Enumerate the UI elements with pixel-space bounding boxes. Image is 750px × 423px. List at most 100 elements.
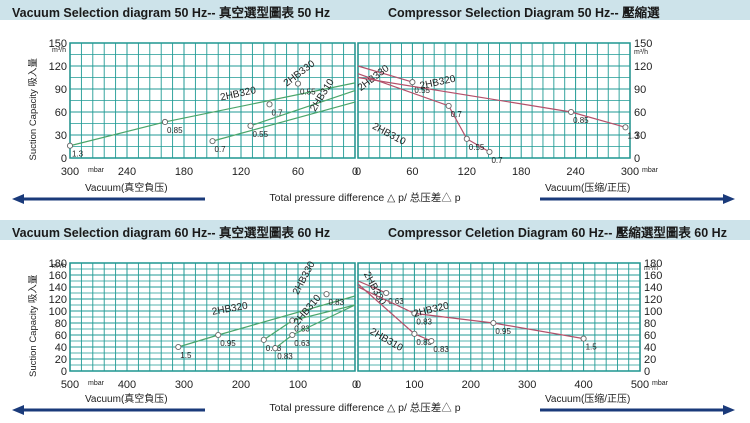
x-tick-label-left: 300: [61, 166, 79, 178]
data-point-label: 0.63: [294, 339, 310, 348]
y-tick-label-right: 80: [644, 318, 656, 330]
data-point-marker: [490, 319, 497, 327]
data-point-marker: [411, 310, 418, 317]
x-tick-label-left: 200: [232, 379, 250, 391]
vacuum-arrow-head: [12, 405, 24, 415]
vacuum-60hz-title: Vacuum Selection diagram 60 Hz-- 真空選型圖表 …: [12, 226, 331, 240]
data-point-marker: [445, 102, 452, 109]
x-tick-label-left: 100: [289, 379, 307, 391]
x-tick-label-left: 300: [175, 379, 193, 391]
y-tick-label-right: 140: [644, 282, 662, 294]
data-point-label: 0.83: [294, 325, 310, 334]
x-axis-label: Total pressure difference △ p/ 总压差△ p: [269, 191, 460, 204]
data-point-marker: [486, 148, 493, 155]
data-point-marker: [580, 335, 587, 342]
y-tick-label-left: 40: [55, 342, 67, 354]
x-unit-right: mbar: [652, 380, 669, 387]
y-tick-label-right: 120: [634, 61, 652, 73]
data-point-marker: [215, 331, 222, 339]
y-unit-right: m³/h: [644, 265, 658, 272]
y-tick-label-left: 100: [49, 306, 67, 318]
data-point-label: 0.85: [573, 116, 589, 125]
data-point-label: 1.3: [627, 131, 639, 140]
data-point-marker: [272, 345, 279, 352]
vacuum-50hz-title: Vacuum Selection diagram 50 Hz-- 真空選型圖表 …: [12, 6, 331, 20]
data-point-label: 0.83: [416, 317, 432, 326]
data-point-marker: [289, 317, 296, 324]
y-tick-label-right: 90: [634, 84, 646, 96]
x-tick-label-right: 240: [566, 166, 584, 178]
data-point-label: 0.7: [451, 110, 463, 119]
x-tick-label-right: 300: [518, 379, 536, 391]
data-point-marker: [260, 336, 267, 343]
x-unit-right: mbar: [642, 167, 659, 174]
y-tick-label-right: 0: [644, 366, 650, 378]
curve-2hb310: [212, 101, 356, 142]
series-label-2hb330: 2HB330: [361, 270, 388, 307]
y-tick-label-right: 100: [644, 306, 662, 318]
y-tick-label-left: 20: [55, 354, 67, 366]
x-tick-label-right: 0: [355, 379, 361, 391]
y-axis-label: Suction Capacity 吸入量: [28, 58, 39, 161]
y-tick-label-right: 20: [644, 354, 656, 366]
y-axis-label: Suction Capacity 吸入量: [28, 274, 39, 377]
data-point-label: 0.55: [253, 130, 269, 139]
y-tick-label-left: 0: [61, 366, 67, 378]
x-tick-label-right: 60: [406, 166, 418, 178]
y-tick-label-right: 160: [644, 270, 662, 282]
curve-2hb330: [357, 65, 413, 83]
y-unit-left: m³/h: [52, 263, 66, 270]
data-point-label: 0.83: [433, 345, 449, 354]
compressor-50hz-title: Compressor Selection Diagram 50 Hz-- 壓縮選: [388, 6, 660, 20]
curve-2hb320: [250, 89, 356, 127]
y-tick-label-left: 150: [49, 38, 67, 50]
x-tick-label-right: 100: [405, 379, 423, 391]
series-label-2hb310: 2HB310: [368, 326, 405, 354]
x-tick-label-right: 300: [621, 166, 639, 178]
x-tick-label-left: 120: [232, 166, 250, 178]
curve-2hb310: [357, 73, 490, 153]
curve-2hb320: [357, 286, 584, 340]
x-tick-label-right: 0: [355, 166, 361, 178]
data-point-label: 0.7: [215, 145, 227, 154]
series-label-2hb320: 2HB320: [211, 301, 249, 318]
compressor-arrow-head: [723, 405, 735, 415]
data-point-label: 0.83: [329, 298, 345, 307]
data-point-marker: [383, 289, 390, 297]
data-point-label: 1.5: [180, 351, 192, 360]
x-tick-label-left: 0: [352, 166, 358, 178]
data-point-label: 0.63: [388, 297, 404, 306]
y-tick-label-left: 60: [55, 107, 67, 119]
y-tick-label-right: 120: [644, 294, 662, 306]
x-tick-label-right: 500: [631, 379, 649, 391]
data-point-label: 0.85: [167, 126, 183, 135]
data-point-marker: [161, 118, 169, 126]
y-tick-label-left: 120: [49, 294, 67, 306]
y-tick-label-right: 30: [634, 130, 646, 142]
data-point-label: 0.95: [220, 339, 236, 348]
compressor-60hz-title: Compressor Celetion Diagram 60 Hz-- 壓縮選型…: [388, 226, 727, 240]
data-point-label: 0.7: [272, 108, 284, 117]
x-unit-left: mbar: [88, 380, 105, 387]
y-unit-left: m³/h: [52, 47, 66, 54]
y-tick-label-right: 40: [644, 342, 656, 354]
y-tick-label-left: 120: [49, 61, 67, 73]
x-tick-label-right: 180: [512, 166, 530, 178]
banner-60hz: Vacuum Selection diagram 60 Hz-- 真空選型圖表 …: [0, 220, 750, 240]
data-point-label: 0.55: [469, 143, 485, 152]
x-tick-label-left: 400: [118, 379, 136, 391]
data-point-marker: [294, 80, 302, 87]
data-point-label: 0.83: [416, 338, 432, 347]
series-label-2hb310: 2HB310: [370, 121, 407, 148]
data-point-label: 0.7: [491, 156, 503, 165]
data-point-marker: [409, 79, 416, 86]
y-tick-label-right: 150: [634, 38, 652, 50]
data-point-marker: [266, 101, 273, 108]
banner-50hz: Vacuum Selection diagram 50 Hz-- 真空選型圖表 …: [0, 0, 750, 20]
data-point-marker: [247, 122, 254, 129]
y-tick-label-left: 90: [55, 84, 67, 96]
y-tick-label-right: 60: [634, 107, 646, 119]
x-tick-label-right: 120: [458, 166, 476, 178]
y-tick-label-left: 160: [49, 270, 67, 282]
